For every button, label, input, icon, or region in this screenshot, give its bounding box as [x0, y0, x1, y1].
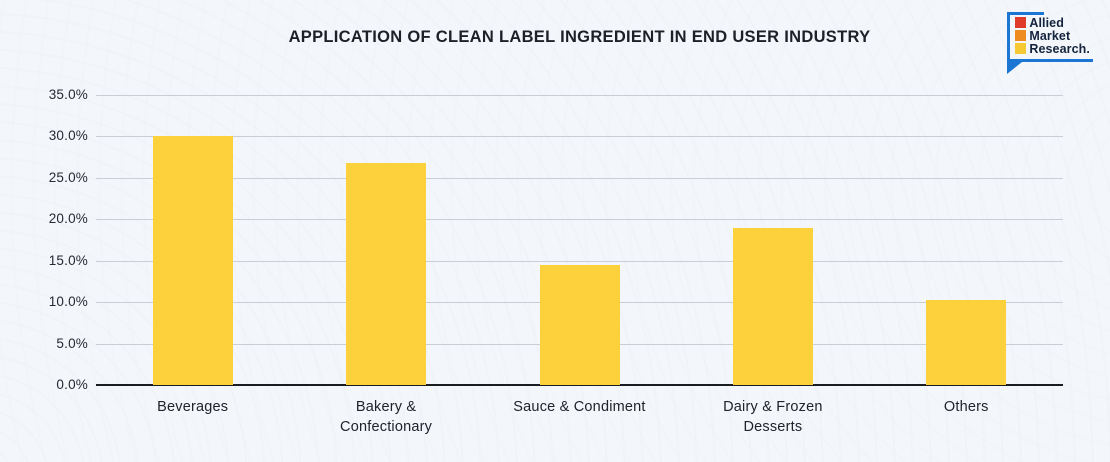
y-tick-label: 15.0%	[48, 252, 88, 268]
gridline	[96, 260, 1063, 262]
y-tick-label: 10.0%	[48, 294, 88, 310]
bar-dairy-frozen-desserts	[732, 228, 813, 385]
x-category-label: Sauce & Condiment	[513, 399, 646, 415]
x-category-label: Others	[943, 399, 989, 415]
bar-others	[926, 299, 1007, 385]
bar-bakery-confectionary	[346, 162, 427, 385]
logo-text-line: Allied	[1029, 15, 1064, 30]
logo-color-square-icon	[1015, 17, 1027, 28]
x-category-label: Bakery & Confectionary	[340, 399, 433, 435]
y-tick-label: 0.0%	[56, 377, 88, 392]
logo-row: Market	[1015, 28, 1090, 43]
logo-speech-bubble: Allied Market Research.	[1007, 12, 1093, 62]
allied-market-research-logo: Allied Market Research.	[1007, 12, 1093, 74]
logo-row: Research.	[1015, 41, 1090, 56]
y-tick-label: 35.0%	[48, 87, 88, 102]
x-category-label: Beverages	[157, 399, 229, 415]
gridline	[96, 177, 1063, 179]
y-tick-label: 5.0%	[56, 335, 88, 351]
gridline	[96, 95, 1063, 96]
gridline	[96, 136, 1063, 138]
logo-color-square-icon	[1015, 43, 1027, 54]
logo-row: Allied	[1015, 15, 1090, 30]
logo-text-line: Market	[1029, 28, 1071, 43]
logo-color-square-icon	[1015, 30, 1027, 41]
bar-sauce-condiment	[539, 264, 620, 385]
y-tick-label: 30.0%	[48, 128, 88, 144]
x-category-label: Dairy & Frozen Desserts	[723, 399, 823, 435]
logo-speech-bubble-tail-icon	[1007, 62, 1023, 74]
y-tick-label: 20.0%	[48, 211, 88, 227]
x-axis-line	[96, 384, 1063, 386]
logo-text-line: Research.	[1029, 41, 1090, 56]
y-tick-label: 25.0%	[48, 169, 88, 185]
bar-beverages	[152, 135, 233, 385]
gridline	[96, 219, 1063, 221]
chart-title: APPLICATION OF CLEAN LABEL INGREDIENT IN…	[288, 28, 871, 46]
